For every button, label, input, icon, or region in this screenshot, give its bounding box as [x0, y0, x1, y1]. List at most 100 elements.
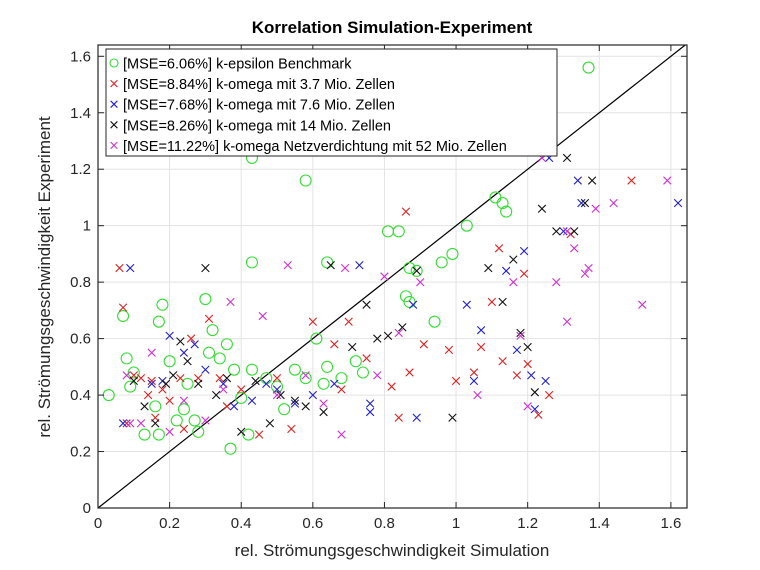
data-point [211, 390, 221, 400]
data-point [224, 442, 237, 455]
data-point [412, 266, 421, 276]
data-point [151, 419, 160, 428]
legend-marker [110, 100, 118, 108]
data-point [392, 225, 405, 238]
data-point [500, 205, 513, 218]
data-point [398, 323, 407, 332]
data-point [319, 399, 328, 408]
data-point [570, 227, 579, 236]
legend-box [105, 48, 558, 157]
data-point [330, 340, 339, 349]
data-point [258, 311, 267, 321]
y-tick-label: 1.4 [70, 105, 91, 122]
data-point [179, 396, 189, 405]
data-point [337, 430, 346, 439]
data-point [149, 400, 162, 413]
data-point [254, 430, 264, 439]
x-tick-label: 0.8 [374, 515, 395, 532]
data-point [419, 340, 429, 349]
data-point [530, 405, 540, 414]
data-point [278, 403, 291, 416]
data-point [140, 402, 149, 411]
data-point [165, 396, 174, 405]
data-point [122, 371, 131, 380]
data-point [152, 428, 165, 441]
data-point [170, 414, 183, 427]
x-tick-label: 0.2 [159, 515, 180, 532]
data-point [169, 371, 178, 380]
data-point [319, 407, 328, 417]
data-point [290, 396, 300, 405]
data-point [484, 263, 493, 273]
y-tick-label: 0.2 [70, 444, 91, 461]
data-point [609, 198, 618, 208]
data-point [577, 198, 586, 208]
data-point [301, 402, 310, 411]
data-point [335, 372, 348, 385]
data-point [290, 399, 300, 408]
data-point [373, 371, 382, 380]
data-points [102, 61, 683, 455]
x-tick-label: 0.6 [302, 515, 323, 532]
data-point [237, 427, 246, 436]
data-point [288, 363, 301, 376]
data-point [222, 373, 232, 383]
data-point [487, 297, 497, 307]
data-point [349, 355, 362, 368]
data-point [287, 424, 296, 434]
axis-ticks: 0 0.2 0.4 0.6 0.8 1 1.2 1.4 1.6 0 0.2 0.4 0.6 0.8 1 1.2… [70, 45, 687, 532]
series-3 [129, 153, 597, 436]
data-point [204, 314, 214, 324]
data-point [156, 298, 169, 311]
data-point [206, 324, 219, 337]
data-point [202, 346, 216, 359]
data-point [537, 204, 547, 213]
y-tick-label: 0 [83, 500, 91, 517]
data-point [380, 272, 389, 281]
series-2 [118, 153, 683, 428]
y-tick-label: 1 [83, 218, 91, 235]
legend-label: [MSE=6.06%] k-epsilon Benchmark [123, 57, 352, 73]
y-tick-label: 1.2 [70, 161, 91, 178]
data-point [348, 342, 357, 352]
data-point [127, 366, 140, 379]
chart-title: Korrelation Simulation-Experiment [252, 18, 533, 37]
y-tick-label: 0.8 [70, 274, 91, 291]
data-point [136, 419, 146, 428]
data-point [213, 352, 226, 365]
data-point [251, 376, 260, 386]
data-point [584, 263, 593, 273]
x-axis-label: rel. Strömungsgeschwindigkeit Simulation [235, 541, 550, 560]
data-point [229, 402, 239, 411]
legend-label: [MSE=8.26%] k-omega mit 14 Mio. Zellen [123, 118, 391, 134]
data-point [673, 198, 683, 208]
data-point [299, 372, 312, 385]
data-point [176, 373, 185, 383]
data-point [299, 174, 312, 187]
data-point [165, 427, 174, 436]
data-point [276, 390, 285, 400]
data-point [344, 317, 353, 326]
data-point [122, 419, 131, 428]
data-point [476, 325, 486, 335]
data-point [138, 428, 151, 441]
data-point [186, 334, 196, 343]
data-point [638, 300, 647, 309]
data-point [401, 207, 411, 216]
data-point [516, 331, 525, 340]
data-point [519, 246, 529, 256]
data-point [591, 204, 600, 213]
x-tick-label: 1 [452, 515, 460, 532]
data-point [362, 300, 371, 309]
data-point [115, 263, 124, 273]
data-point [117, 309, 130, 323]
data-point [228, 363, 241, 376]
plot-frame [97, 44, 688, 509]
x-tick-label: 0 [94, 515, 102, 532]
y-tick-label: 0.6 [70, 331, 91, 348]
data-point [317, 377, 330, 390]
data-point [473, 390, 482, 400]
data-point [245, 363, 259, 376]
series-0 [102, 61, 595, 455]
